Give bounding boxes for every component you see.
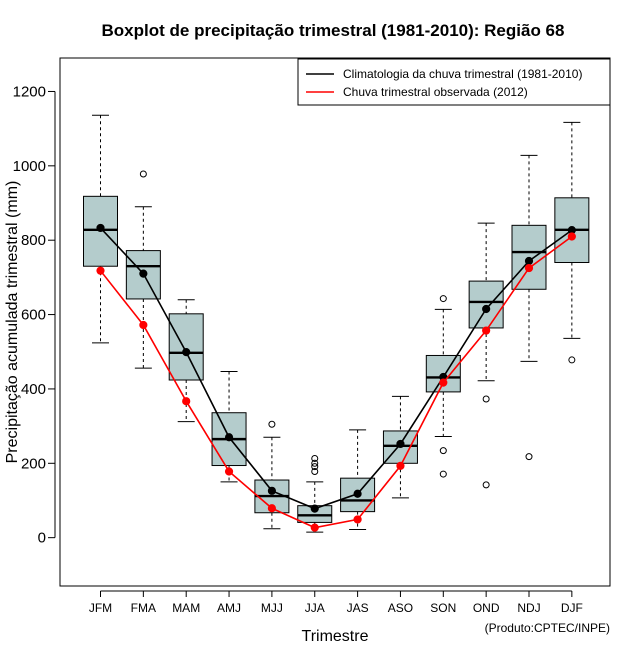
series-point-observed — [224, 467, 234, 476]
outlier-point — [439, 470, 447, 478]
y-tick-label: 400 — [21, 381, 46, 398]
credit-text: (Produto:CPTEC/INPE) — [485, 621, 610, 635]
series-point-observed — [96, 266, 105, 275]
x-tick-label: AMJ — [217, 601, 241, 615]
outlier-point — [311, 459, 319, 467]
y-axis: 0 200 400 600 800 1000 1200 — [13, 83, 56, 547]
series-line-observed — [99, 235, 573, 529]
series-point-climatology — [267, 486, 276, 495]
x-tick-label: SON — [430, 601, 456, 615]
outlier-point — [568, 356, 576, 364]
y-axis-label: Precipitação acumulada trimestral (mm) — [4, 181, 21, 464]
series-point-climatology — [224, 433, 234, 442]
x-tick-label: JFM — [89, 601, 112, 615]
outlier-point — [139, 170, 147, 178]
series-point-observed — [396, 461, 405, 470]
outlier-point — [268, 420, 276, 428]
box-fma — [125, 170, 161, 369]
series-line-climatology — [99, 227, 573, 510]
y-tick-label: 1000 — [13, 158, 46, 175]
x-axis-label: Trimestre — [302, 628, 369, 645]
series-point-climatology — [310, 504, 319, 513]
box-iqr — [168, 313, 204, 381]
legend-label-climatology: Climatologia da chuva trimestral (1981-2… — [343, 67, 582, 81]
outlier-point — [525, 453, 533, 461]
outlier-point — [311, 454, 319, 462]
series-point-observed — [439, 378, 448, 387]
x-tick-label: JAS — [347, 601, 369, 615]
outlier-point — [482, 481, 490, 489]
series-point-climatology — [353, 489, 362, 498]
x-axis: JFM FMA MAM AMJ MJJ JJA JAS ASO SON OND NDJ DJF — [89, 590, 583, 615]
series-point-climatology — [482, 304, 491, 314]
outlier-point — [482, 395, 490, 403]
series-point-climatology — [139, 269, 148, 278]
series-point-climatology — [396, 439, 405, 449]
x-tick-label: MAM — [172, 601, 200, 615]
lines-layer — [96, 223, 576, 532]
series-climatology — [96, 223, 576, 513]
series-point-observed — [567, 232, 576, 241]
outlier-point — [311, 467, 319, 475]
outlier-point — [439, 447, 447, 455]
box-iqr — [468, 280, 504, 329]
y-tick-label: 800 — [21, 232, 46, 249]
x-tick-label: MJJ — [261, 601, 283, 615]
series-point-observed — [353, 515, 362, 524]
series-point-climatology — [96, 223, 105, 233]
x-tick-label: ASO — [388, 601, 413, 615]
series-point-climatology — [182, 348, 191, 357]
x-tick-label: JJA — [305, 601, 325, 615]
series-point-observed — [139, 320, 148, 330]
legend: Climatologia da chuva trimestral (1981-2… — [297, 58, 611, 106]
x-tick-label: OND — [473, 601, 500, 615]
legend-box — [297, 58, 611, 106]
y-tick-label: 0 — [38, 530, 46, 547]
y-tick-label: 1200 — [13, 83, 46, 100]
series-point-observed — [267, 504, 276, 513]
legend-label-observed: Chuva trimestral observada (2012) — [343, 85, 528, 99]
box-ond — [468, 222, 504, 489]
outlier-point — [439, 295, 447, 303]
chart-title: Boxplot de precipitação trimestral (1981… — [102, 21, 565, 40]
series-point-observed — [182, 397, 191, 406]
outlier-point — [311, 463, 319, 471]
series-observed — [96, 232, 576, 532]
x-tick-label: NDJ — [517, 601, 540, 615]
series-point-climatology — [524, 256, 534, 266]
y-tick-label: 600 — [21, 307, 46, 324]
x-tick-label: FMA — [131, 601, 156, 615]
x-tick-label: DJF — [561, 601, 583, 615]
y-tick-label: 200 — [21, 455, 46, 472]
plot-frame — [59, 57, 611, 587]
series-point-observed — [482, 326, 491, 335]
series-point-observed — [310, 523, 319, 532]
series-point-observed — [524, 263, 534, 273]
